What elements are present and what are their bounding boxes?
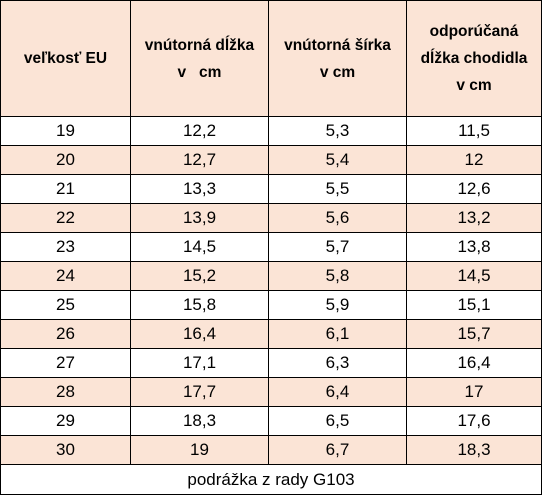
cell-length: 17,1 xyxy=(130,348,269,378)
cell-size: 24 xyxy=(0,261,131,291)
cell-length: 19 xyxy=(130,435,269,465)
table-row: 19 12,2 5,3 11,5 xyxy=(0,116,542,146)
cell-length: 12,7 xyxy=(130,145,269,175)
table-row: 26 16,4 6,1 15,7 xyxy=(0,319,542,349)
table-row: 30 19 6,7 18,3 xyxy=(0,435,542,465)
cell-length: 15,2 xyxy=(130,261,269,291)
table-row: 29 18,3 6,5 17,6 xyxy=(0,406,542,436)
cell-size: 21 xyxy=(0,174,131,204)
header-foot-line-1: odporúčaná xyxy=(429,23,519,40)
cell-size: 28 xyxy=(0,377,131,407)
header-inner-width-line-2: v cm xyxy=(319,63,356,81)
cell-length: 16,4 xyxy=(130,319,269,349)
cell-width: 5,6 xyxy=(268,203,407,233)
cell-size: 26 xyxy=(0,319,131,349)
cell-width: 6,1 xyxy=(268,319,407,349)
cell-foot: 15,1 xyxy=(406,290,542,320)
footer-row: podrážka z rady G103 xyxy=(0,464,542,495)
cell-foot: 13,2 xyxy=(406,203,542,233)
cell-size: 20 xyxy=(0,145,131,175)
cell-length: 14,5 xyxy=(130,232,269,262)
cell-foot: 18,3 xyxy=(406,435,542,465)
cell-width: 5,4 xyxy=(268,145,407,175)
cell-width: 6,7 xyxy=(268,435,407,465)
cell-foot: 12 xyxy=(406,145,542,175)
header-inner-length: vnútorná dĺžka v cm xyxy=(130,0,269,117)
header-row: veľkosť EU vnútorná dĺžka v cm vnútorná … xyxy=(0,0,542,117)
cell-length: 15,8 xyxy=(130,290,269,320)
header-inner-width: vnútorná šírka v cm xyxy=(268,0,407,117)
header-size-eu: veľkosť EU xyxy=(0,0,131,117)
table-row: 22 13,9 5,6 13,2 xyxy=(0,203,542,233)
sole-note: podrážka z rady G103 xyxy=(0,464,542,495)
cell-size: 29 xyxy=(0,406,131,436)
cell-foot: 17 xyxy=(406,377,542,407)
table-row: 24 15,2 5,8 14,5 xyxy=(0,261,542,291)
cell-size: 22 xyxy=(0,203,131,233)
cell-foot: 15,7 xyxy=(406,319,542,349)
cell-size: 27 xyxy=(0,348,131,378)
cell-size: 25 xyxy=(0,290,131,320)
cell-width: 5,3 xyxy=(268,116,407,146)
cell-size: 30 xyxy=(0,435,131,465)
cell-foot: 12,6 xyxy=(406,174,542,204)
cell-length: 12,2 xyxy=(130,116,269,146)
table-row: 20 12,7 5,4 12 xyxy=(0,145,542,175)
cell-width: 5,9 xyxy=(268,290,407,320)
cell-size: 19 xyxy=(0,116,131,146)
table-row: 23 14,5 5,7 13,8 xyxy=(0,232,542,262)
table-row: 28 17,7 6,4 17 xyxy=(0,377,542,407)
cell-width: 5,8 xyxy=(268,261,407,291)
cell-width: 6,3 xyxy=(268,348,407,378)
cell-foot: 14,5 xyxy=(406,261,542,291)
header-size-eu-line: veľkosť EU xyxy=(23,50,108,67)
header-inner-length-line-1: vnútorná dĺžka xyxy=(144,36,255,54)
cell-length: 18,3 xyxy=(130,406,269,436)
header-inner-length-line-2: v cm xyxy=(177,63,222,81)
cell-width: 5,7 xyxy=(268,232,407,262)
table-row: 25 15,8 5,9 15,1 xyxy=(0,290,542,320)
cell-size: 23 xyxy=(0,232,131,262)
header-foot-line-2: dĺžka chodidla xyxy=(420,50,528,67)
cell-width: 6,4 xyxy=(268,377,407,407)
cell-width: 5,5 xyxy=(268,174,407,204)
cell-length: 13,9 xyxy=(130,203,269,233)
header-inner-width-line-1: vnútorná šírka xyxy=(284,36,391,54)
table-row: 21 13,3 5,5 12,6 xyxy=(0,174,542,204)
header-recommended-foot-length: odporúčaná dĺžka chodidla v cm xyxy=(406,0,542,117)
cell-length: 17,7 xyxy=(130,377,269,407)
table-row: 27 17,1 6,3 16,4 xyxy=(0,348,542,378)
cell-length: 13,3 xyxy=(130,174,269,204)
cell-width: 6,5 xyxy=(268,406,407,436)
header-foot-line-3: v cm xyxy=(456,77,492,94)
cell-foot: 13,8 xyxy=(406,232,542,262)
cell-foot: 11,5 xyxy=(406,116,542,146)
cell-foot: 16,4 xyxy=(406,348,542,378)
cell-foot: 17,6 xyxy=(406,406,542,436)
